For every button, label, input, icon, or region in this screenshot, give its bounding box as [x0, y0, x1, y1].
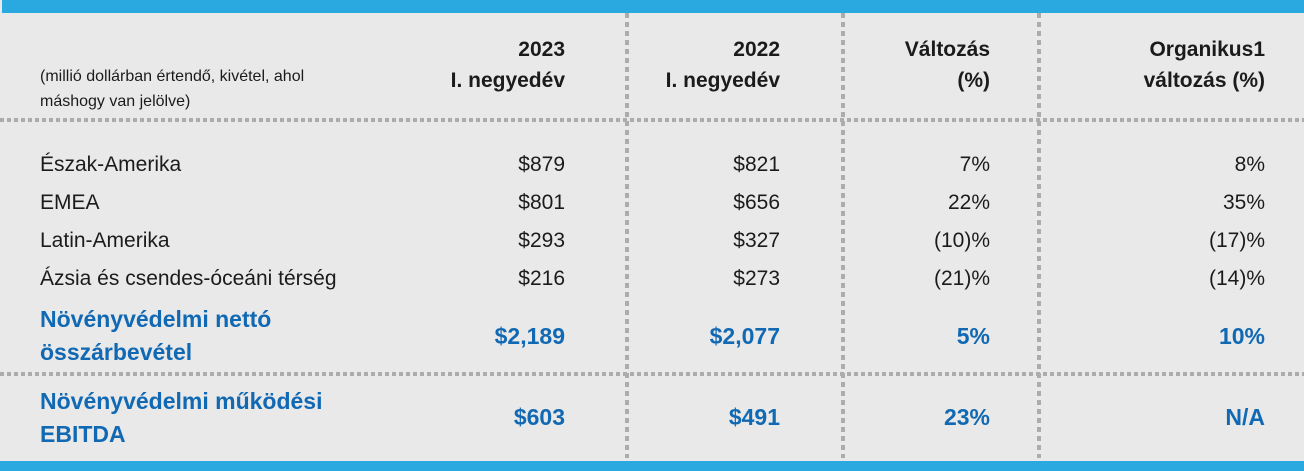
total-value-2023: $603 — [513, 404, 565, 430]
total-value-change: 23% — [943, 404, 990, 430]
value-2023: $216 — [518, 267, 565, 290]
value-change: (10)% — [933, 229, 990, 252]
units-note-cell: (millió dollárban értendő, kivétel, ahol… — [0, 13, 440, 120]
bottom-accent-bar — [0, 461, 1304, 471]
units-note: (millió dollárban értendő, kivétel, ahol… — [40, 68, 305, 110]
column-divider-3 — [1037, 13, 1041, 458]
total-value-change: 5% — [956, 322, 990, 349]
column-header-line1: Organikus1 — [1149, 38, 1265, 61]
column-header-2023-q1: 2023 I. negyedév — [440, 13, 627, 120]
total-label-line2: összárbevétel — [40, 339, 193, 365]
value-organic: (17)% — [1208, 229, 1265, 252]
net-sales-divider-dashed-line — [0, 372, 1304, 376]
column-header-line2: (%) — [957, 69, 990, 92]
value-2022: $327 — [733, 229, 780, 252]
row-label-asia-pacific: Ázsia és csendes-óceáni térség — [40, 267, 337, 290]
value-2022: $273 — [733, 267, 780, 290]
row-label-emea: EMEA — [40, 191, 100, 214]
total-label-line2: EBITDA — [40, 420, 126, 447]
total-label-line1: Növényvédelmi működési — [40, 387, 323, 414]
value-2023: $879 — [518, 153, 565, 176]
total-label-line1: Növényvédelmi nettó — [40, 306, 272, 332]
value-change: 22% — [947, 191, 990, 214]
top-accent-bar — [2, 0, 1304, 13]
column-header-year: 2023 — [518, 38, 565, 61]
value-2022: $821 — [733, 153, 780, 176]
column-header-line1: Változás — [904, 38, 990, 61]
value-2023: $801 — [518, 191, 565, 214]
value-organic: (14)% — [1208, 267, 1265, 290]
header-divider-dashed-line — [0, 118, 1304, 122]
column-header-line2: változás (%) — [1143, 69, 1265, 92]
results-table: (millió dollárban értendő, kivétel, ahol… — [0, 13, 1304, 458]
column-header-quarter: I. negyedév — [450, 69, 565, 92]
column-header-quarter: I. negyedév — [665, 69, 780, 92]
value-2023: $293 — [518, 229, 565, 252]
value-2022: $656 — [733, 191, 780, 214]
total-value-2023: $2,189 — [494, 322, 565, 349]
value-organic: 35% — [1222, 191, 1265, 214]
column-header-change-pct: Változás (%) — [843, 13, 1039, 120]
column-header-organic-change-pct: Organikus1 változás (%) — [1039, 13, 1304, 120]
total-value-2022: $491 — [728, 404, 780, 430]
column-header-year: 2022 — [733, 38, 780, 61]
column-header-2022-q1: 2022 I. negyedév — [627, 13, 843, 120]
row-label-latin-america: Latin-Amerika — [40, 229, 170, 252]
total-label-net-sales: Növényvédelmi nettó összárbevétel — [0, 298, 440, 374]
row-label-north-america: Észak-Amerika — [40, 153, 182, 176]
value-change: (21)% — [933, 267, 990, 290]
value-change: 7% — [959, 153, 990, 176]
total-value-organic: N/A — [1225, 404, 1265, 430]
value-organic: 8% — [1234, 153, 1265, 176]
total-label-operating-ebitda: Növényvédelmi működési EBITDA — [0, 377, 440, 458]
total-value-organic: 10% — [1218, 322, 1265, 349]
column-divider-2 — [841, 13, 845, 458]
total-value-2022: $2,077 — [709, 322, 780, 349]
column-divider-1 — [625, 13, 629, 458]
